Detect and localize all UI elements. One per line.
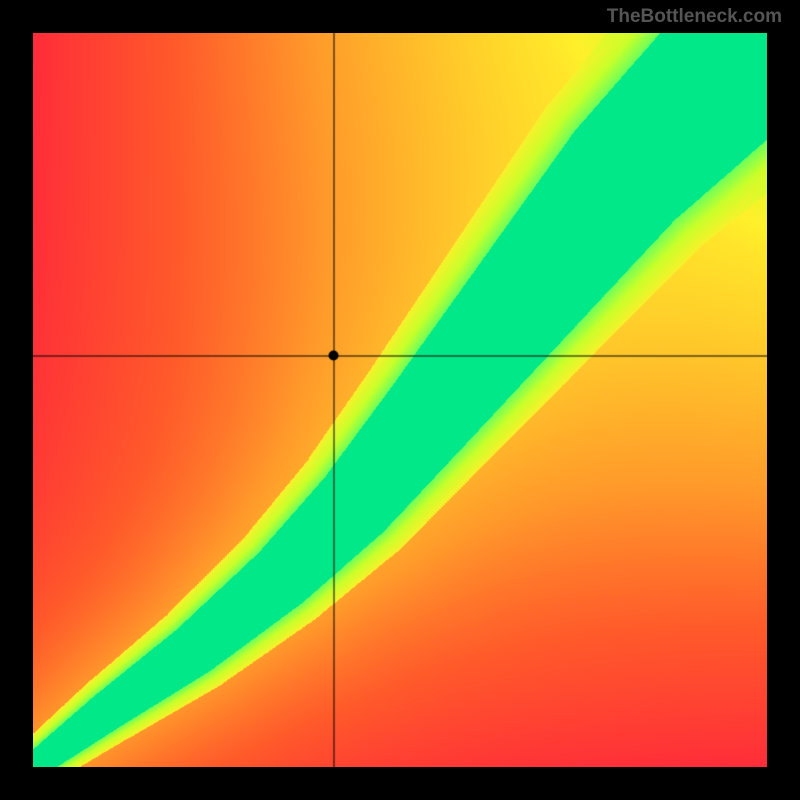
watermark-text: TheBottleneck.com [607, 6, 782, 28]
bottleneck-heatmap [33, 33, 767, 767]
chart-container: TheBottleneck.com [0, 0, 800, 800]
